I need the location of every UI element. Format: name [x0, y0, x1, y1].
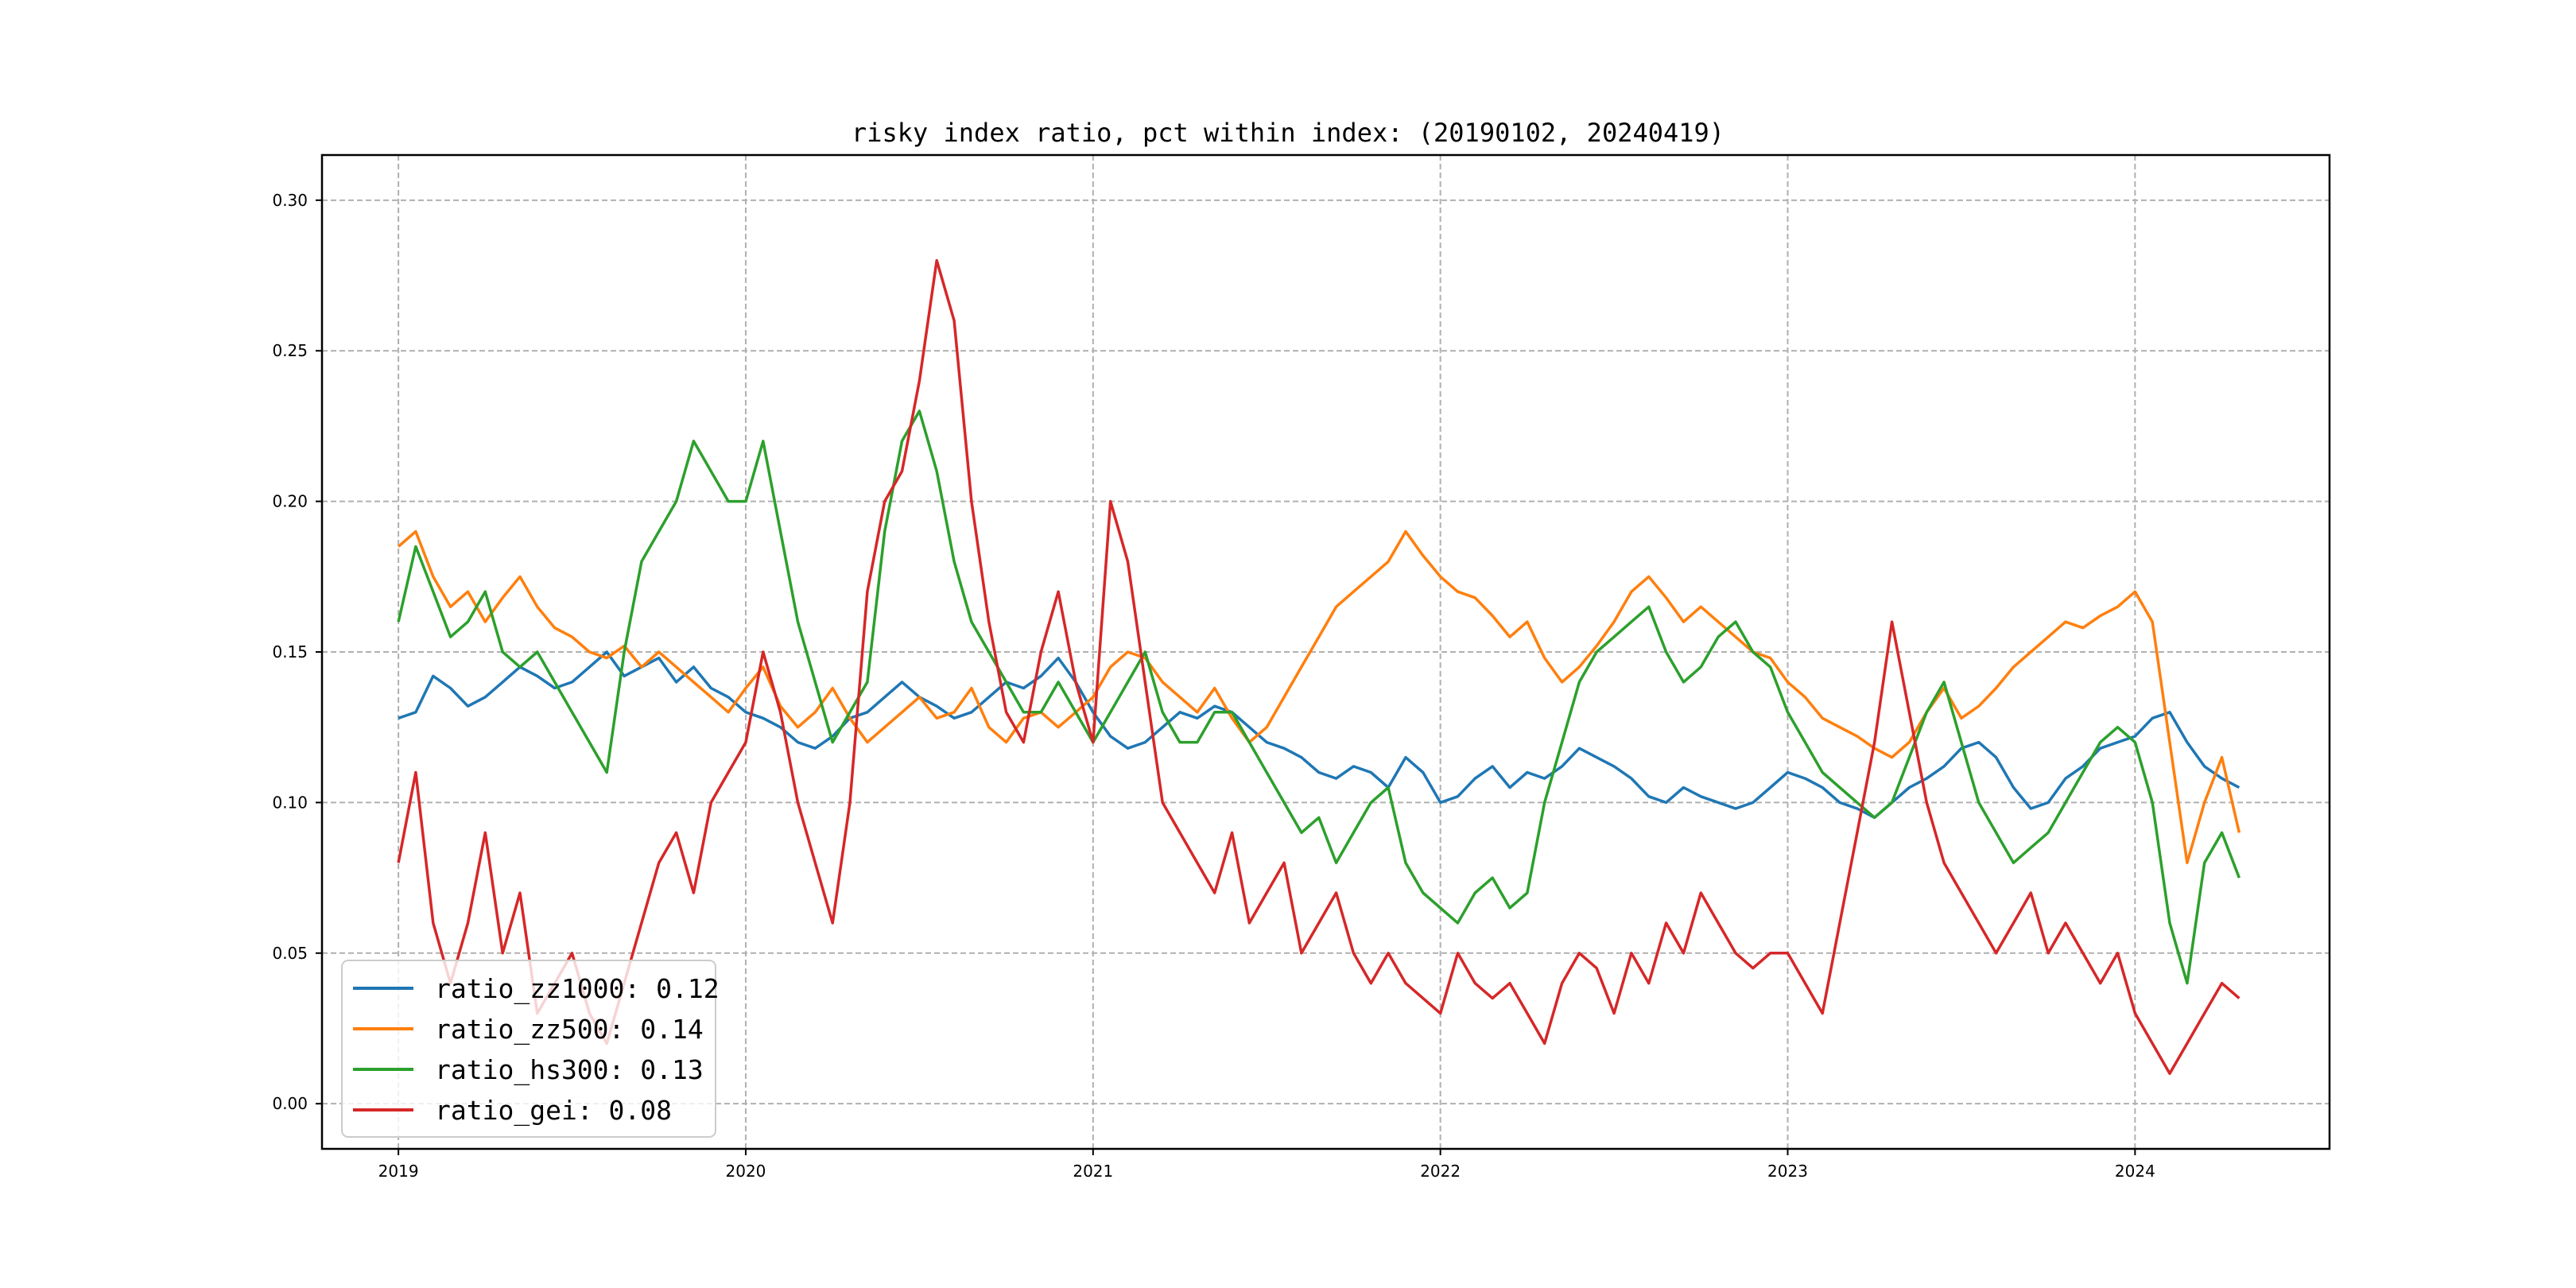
x-tick-label: 2023: [1767, 1162, 1808, 1181]
x-tick-label: 2022: [1420, 1162, 1461, 1181]
legend-box: [341, 960, 716, 1138]
legend-label-ratio_hs300: ratio_hs300: 0.13: [435, 1054, 704, 1086]
series-line-ratio_gei: [397, 258, 2240, 1076]
legend: ratio_zz1000: 0.12 ratio_zz500: 0.14 ratio…: [341, 960, 720, 1138]
legend-label-ratio_gei: ratio_gei: 0.08: [435, 1095, 672, 1127]
y-tick-label: 0.05: [272, 944, 308, 963]
y-tick-label: 0.20: [272, 492, 308, 511]
axis-ticks: 2019 2020 2021 2022 2023 2024 0.00 0.05 0.10 0.15…: [272, 191, 2155, 1181]
series-line-ratio_hs300: [397, 409, 2241, 985]
y-tick-label: 0.15: [272, 642, 308, 661]
series-lines: [397, 258, 2241, 1076]
x-tick-label: 2021: [1073, 1162, 1113, 1181]
x-tick-label: 2024: [2115, 1162, 2155, 1181]
x-tick-label: 2019: [378, 1162, 419, 1181]
chart-title: risky index ratio, pct within index: (20…: [852, 118, 1724, 148]
y-tick-label: 0.10: [272, 793, 308, 812]
y-tick-label: 0.30: [272, 191, 308, 210]
y-tick-label: 0.25: [272, 341, 308, 360]
x-tick-label: 2020: [726, 1162, 766, 1181]
legend-label-ratio_zz500: ratio_zz500: 0.14: [435, 1014, 704, 1046]
legend-label-ratio_zz1000: ratio_zz1000: 0.12: [435, 973, 720, 1005]
y-tick-label: 0.00: [272, 1094, 308, 1113]
series-line-ratio_zz1000: [398, 650, 2240, 820]
